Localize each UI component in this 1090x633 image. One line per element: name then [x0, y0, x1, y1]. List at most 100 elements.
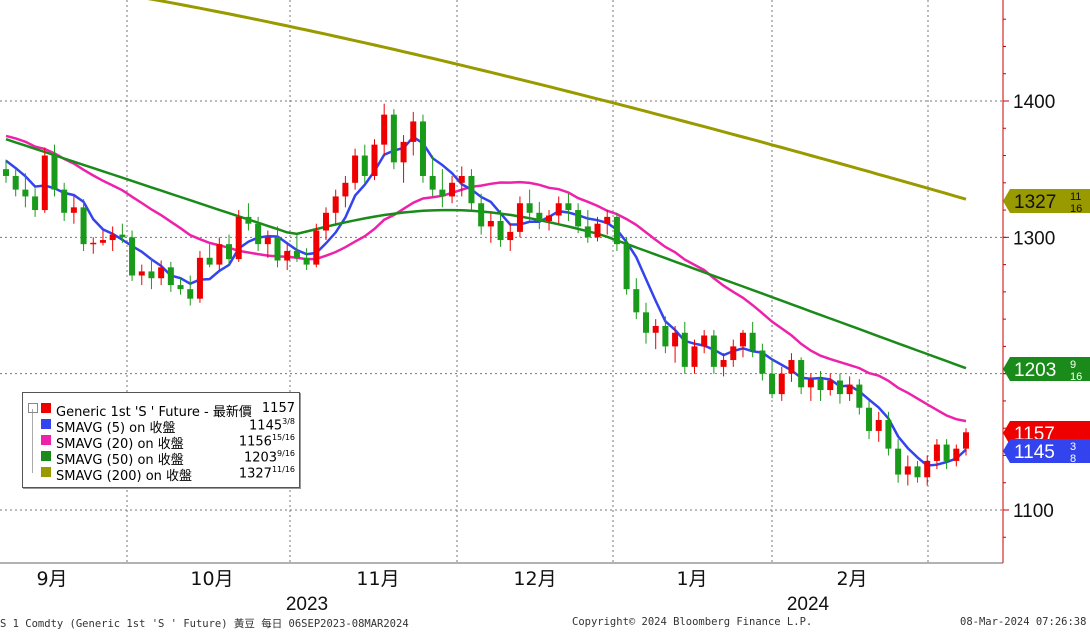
- candle-body: [565, 203, 572, 211]
- candle-body: [2, 169, 10, 176]
- legend-swatch: [41, 467, 51, 477]
- candle-body: [953, 448, 960, 461]
- candle-body: [807, 379, 814, 388]
- candle-body: [264, 237, 271, 245]
- legend-swatch: [41, 419, 51, 429]
- legend-item-sma20: SMAVG (20) on 收盤 115615/16: [23, 433, 299, 452]
- candle-body: [798, 360, 805, 388]
- badge-shape: [1003, 189, 1090, 213]
- x-month-label: 10月: [190, 568, 233, 590]
- collapse-box-icon[interactable]: [28, 403, 38, 413]
- badge-shape: [1003, 357, 1090, 381]
- candle-body: [962, 432, 970, 449]
- candle-body: [41, 155, 48, 211]
- candle-body: [701, 335, 708, 347]
- badge-frac-num: 9: [1070, 359, 1076, 371]
- candle-body: [80, 207, 87, 245]
- candle-body: [303, 257, 310, 265]
- x-month-label: 1月: [676, 568, 707, 590]
- legend-swatch: [41, 451, 51, 461]
- candle-body: [730, 346, 737, 361]
- candle-body: [148, 271, 155, 279]
- candle-body: [895, 448, 902, 475]
- legend-item-sma50: SMAVG (50) on 收盤 12039/16: [23, 449, 299, 468]
- candle-body: [478, 203, 485, 227]
- candle-body: [691, 346, 698, 367]
- sma5-line: [5, 135, 967, 467]
- candle-body: [623, 244, 630, 290]
- badge-value: 1145: [1014, 442, 1055, 463]
- candle-body: [419, 121, 426, 176]
- candlesticks: [2, 103, 970, 486]
- candle-body: [167, 267, 174, 286]
- candle-body: [749, 332, 756, 351]
- y-tick-label: 1300: [1013, 228, 1055, 249]
- chart-legend: Generic 1st 'S ' Future - 最新價 1157 SMAVG…: [22, 392, 300, 488]
- candle-body: [109, 234, 116, 241]
- candle-body: [924, 460, 931, 478]
- candle-body: [226, 244, 233, 260]
- candle-body: [507, 231, 514, 241]
- candle-body: [138, 271, 145, 276]
- x-month-label: 12月: [513, 568, 556, 590]
- candle-body: [449, 182, 456, 197]
- candle-body: [943, 444, 950, 461]
- candle-body: [613, 216, 620, 245]
- candle-body: [604, 216, 611, 224]
- candle-body: [32, 196, 39, 211]
- candle-body: [710, 335, 717, 367]
- candle-body: [90, 242, 97, 245]
- x-month-label: 9月: [36, 568, 67, 590]
- candle-body: [381, 114, 388, 145]
- x-axis-labels: 9月 10月 11月 12月 1月 2月 2023 2024: [36, 568, 867, 615]
- candle-body: [866, 407, 873, 431]
- candle-body: [885, 420, 892, 449]
- badge-frac-num: 11: [1070, 191, 1081, 203]
- candle-body: [51, 155, 58, 190]
- candle-body: [487, 220, 494, 227]
- x-year-label: 2023: [286, 594, 328, 615]
- candle-body: [652, 325, 659, 333]
- gridlines: [0, 0, 1003, 563]
- candle-body: [410, 121, 417, 142]
- candle-body: [769, 373, 776, 395]
- candle-body: [70, 207, 77, 213]
- legend-label: SMAVG (5) on 收盤: [56, 421, 176, 436]
- candle-body: [778, 373, 785, 395]
- candle-body: [235, 216, 242, 260]
- candle-body: [216, 244, 223, 265]
- candle-body: [468, 175, 475, 204]
- candle-body: [662, 325, 669, 347]
- legend-item-price: Generic 1st 'S ' Future - 最新價 1157: [23, 401, 299, 420]
- candle-body: [739, 332, 746, 347]
- candle-body: [575, 210, 582, 227]
- candle-body: [642, 312, 650, 333]
- candle-body: [61, 189, 68, 213]
- candle-body: [12, 175, 19, 190]
- badge-frac-den: 16: [1070, 203, 1082, 215]
- candle-body: [293, 250, 300, 258]
- value-badge: 1203 916: [1003, 357, 1090, 383]
- candle-body: [817, 379, 824, 391]
- candle-body: [274, 237, 281, 261]
- legend-label: SMAVG (50) on 收盤: [56, 453, 184, 468]
- legend-value: 11453/8: [249, 417, 295, 434]
- candle-body: [904, 466, 911, 475]
- candle-body: [933, 444, 940, 461]
- sma200-line: [147, 0, 967, 201]
- candle-body: [846, 384, 853, 395]
- candle-body: [633, 289, 640, 313]
- legend-tree-line: [32, 409, 33, 473]
- candle-body: [914, 466, 921, 478]
- legend-value: 12039/16: [243, 449, 295, 466]
- candle-body: [536, 212, 543, 221]
- value-badge: 1145 38: [1003, 439, 1090, 465]
- x-year-label: 2024: [787, 594, 830, 615]
- candle-body: [342, 182, 349, 197]
- candle-body: [526, 203, 533, 213]
- moving-average-lines: [5, 0, 967, 467]
- badge-value: 1327: [1014, 192, 1056, 213]
- legend-label: SMAVG (20) on 收盤: [56, 437, 184, 452]
- badge-value: 1203: [1014, 360, 1056, 381]
